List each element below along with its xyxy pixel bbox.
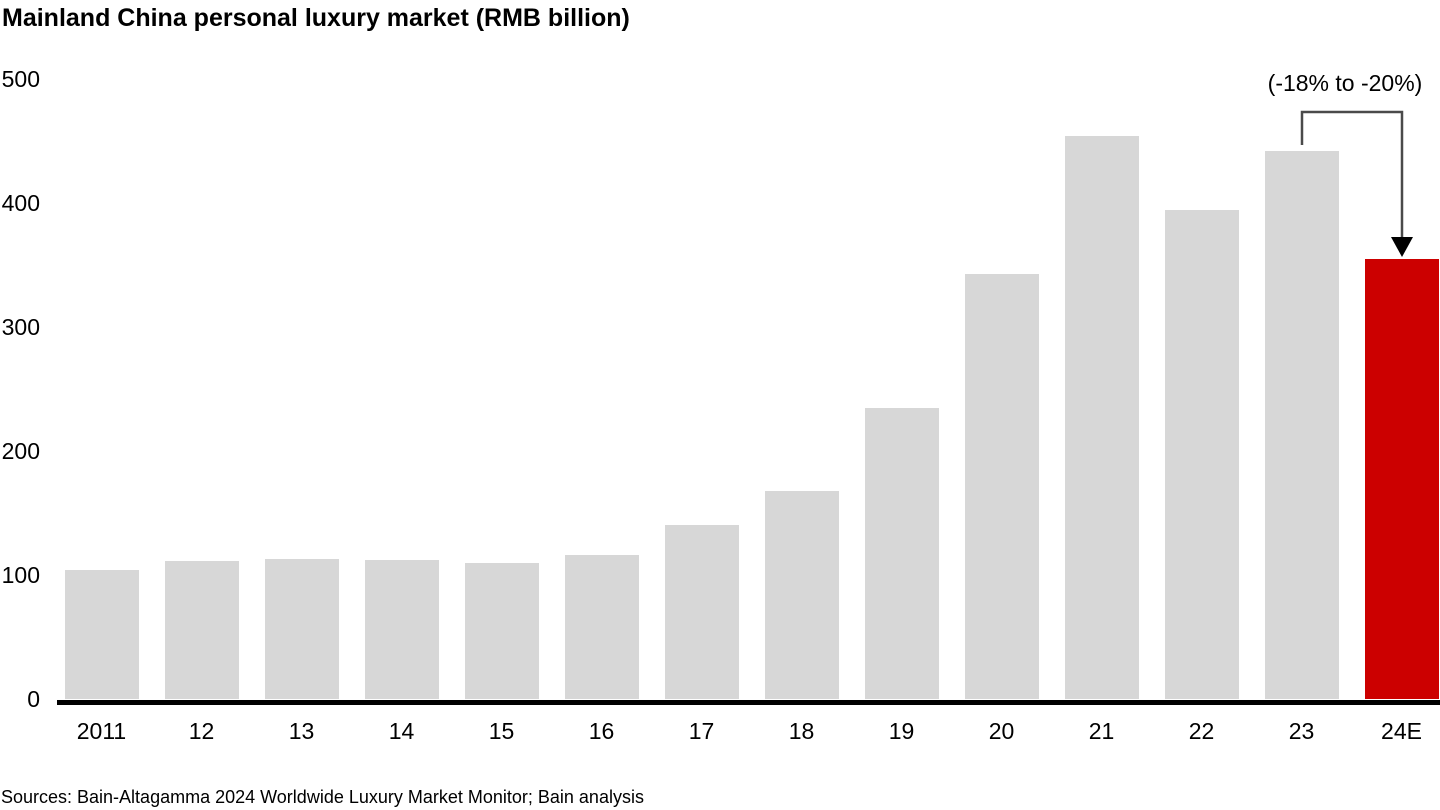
bar-18 [764,491,839,699]
x-axis-label-17: 17 [688,718,715,744]
y-axis-tick-label: 400 [1,190,40,216]
annotation-arrow-icon [1300,110,1413,257]
x-axis-label-2011: 2011 [76,718,127,744]
x-axis-label-19: 19 [888,718,915,744]
x-axis-label-14: 14 [388,718,415,744]
x-axis-line [57,700,1440,705]
bar-22 [1164,210,1239,699]
bar-20 [964,274,1039,699]
bar-15 [464,563,539,699]
y-axis-tick-label: 200 [1,438,40,464]
y-axis-tick-label: 0 [27,686,40,712]
bar-14 [364,560,439,699]
x-axis-label-23: 23 [1288,718,1315,744]
annotation-label: (-18% to -20%) [1267,70,1423,96]
y-axis-tick-label: 500 [1,66,40,92]
y-axis-tick-label: 300 [1,314,40,340]
bar-12 [164,561,239,699]
chart-title: Mainland China personal luxury market (R… [2,4,630,32]
y-axis-tick-label: 100 [1,562,40,588]
x-axis-label-16: 16 [588,718,615,744]
bar-2011 [64,570,139,699]
x-axis-label-13: 13 [288,718,315,744]
bar-16 [564,555,639,699]
x-axis-label-22: 22 [1188,718,1215,744]
x-axis-label-12: 12 [188,718,215,744]
x-axis-label-20: 20 [988,718,1015,744]
bar-13 [264,559,339,699]
x-axis-label-21: 21 [1088,718,1115,744]
source-note: Sources: Bain-Altagamma 2024 Worldwide L… [1,787,644,807]
x-axis-label-15: 15 [488,718,515,744]
bar-24E [1364,259,1439,699]
x-axis-label-24E: 24E [1381,718,1422,744]
x-axis-label-18: 18 [788,718,815,744]
bar-23 [1264,151,1339,699]
bar-19 [864,408,939,699]
bar-17 [664,525,739,699]
bar-21 [1064,136,1139,699]
